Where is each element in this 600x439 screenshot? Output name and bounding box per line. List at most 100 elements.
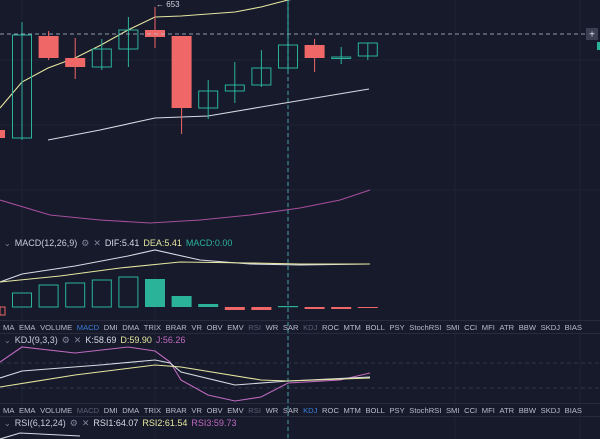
kdj-title: KDJ(9,3,3) [14,335,58,345]
candle-body [357,42,378,57]
tab-roc[interactable]: ROC [322,405,339,415]
tab-bbw[interactable]: BBW [518,405,537,415]
tab-stochrsi[interactable]: StochRSI [409,405,442,415]
tab-macd[interactable]: MACD [76,405,100,415]
kdj-d-line [0,364,371,388]
rsi-2: RSI2:61.54 [142,418,188,428]
tab-volume[interactable]: VOLUME [40,405,73,415]
tab-boll[interactable]: BOLL [365,405,385,415]
tab-roc[interactable]: ROC [322,322,339,332]
candle-body [12,34,32,139]
kdj-header: ⌄ KDJ(9,3,3) ⚙ ✕ K:58.69 D:59.90 J:56.26 [0,333,185,347]
macd-dea: DEA:5.41 [143,238,182,248]
close-icon[interactable]: ✕ [93,237,101,248]
tab-trix[interactable]: TRIX [143,405,162,415]
gear-icon[interactable]: ⚙ [69,417,78,428]
macd-dif-line [0,249,371,283]
tab-dma[interactable]: DMA [122,322,140,332]
macd-histogram-bar [171,296,192,307]
close-icon[interactable]: ✕ [81,417,90,428]
rsi-1: RSI1:64.07 [93,418,139,428]
tab-ema[interactable]: EMA [19,322,36,332]
tab-bias[interactable]: BIAS [564,405,582,415]
tab-brar[interactable]: BRAR [165,322,187,332]
tab-ma[interactable]: MA [3,405,15,415]
chevron-down-icon[interactable]: ⌄ [4,418,11,428]
tab-emv[interactable]: EMV [227,322,244,332]
tab-cci[interactable]: CCI [464,405,478,415]
price-tag [597,42,600,50]
tab-psy[interactable]: PSY [389,322,405,332]
tab-brar[interactable]: BRAR [165,405,187,415]
tab-obv[interactable]: OBV [206,322,223,332]
tab-dmi[interactable]: DMI [103,405,118,415]
plus-icon: + [589,30,595,41]
tab-skdj[interactable]: SKDJ [540,405,561,415]
candle-body [38,36,59,58]
macd-header: ⌄ MACD(12,26,9) ⚙ ✕ DIF:5.41 DEA:5.41 MA… [0,236,232,250]
tab-mfi[interactable]: MFI [481,322,495,332]
tab-skdj[interactable]: SKDJ [540,322,561,332]
indicator-tabs-1: MA EMA VOLUME MACD DMI DMA TRIX BRAR VR OBV EMV RSI… [0,320,600,334]
candle-body [118,29,139,50]
macd-histogram-bar [251,307,272,310]
indicator-tabs-2: MA EMA VOLUME MACD DMI DMA TRIX BRAR VR OBV EMV RSI… [0,403,600,417]
tab-smi[interactable]: SMI [445,405,460,415]
add-button [586,28,598,40]
tab-vr[interactable]: VR [191,322,202,332]
macd-histogram-bar [198,304,219,307]
tab-wr[interactable]: WR [265,322,279,332]
rsi-header: ⌄ RSI(6,12,24) ⚙ ✕ RSI1:64.07 RSI2:61.54… [0,416,236,430]
tab-ema[interactable]: EMA [19,405,36,415]
close-icon[interactable]: ✕ [73,334,82,345]
chevron-down-icon[interactable]: ⌄ [4,238,11,248]
tab-dma[interactable]: DMA [122,405,140,415]
macd-histogram-bar [278,306,298,308]
tab-trix[interactable]: TRIX [143,322,162,332]
tab-kdj[interactable]: KDJ [303,322,318,332]
tab-obv[interactable]: OBV [206,405,223,415]
tab-psy[interactable]: PSY [389,405,405,415]
tab-cci[interactable]: CCI [464,322,478,332]
tab-ma[interactable]: MA [3,322,15,332]
tab-bias[interactable]: BIAS [564,322,582,332]
tab-sar[interactable]: SAR [282,322,299,332]
macd-histogram-bar [304,307,325,309]
tab-rsi[interactable]: RSI [248,405,261,415]
candle-body [331,56,352,59]
tab-atr[interactable]: ATR [499,322,515,332]
tab-kdj[interactable]: KDJ [303,405,318,415]
tab-atr[interactable]: ATR [499,405,515,415]
chevron-down-icon[interactable]: ⌄ [4,335,11,345]
tab-volume[interactable]: VOLUME [40,322,73,332]
tab-stochrsi[interactable]: StochRSI [409,322,442,332]
macd-histogram-bar [91,279,112,308]
macd-histogram-bar [331,307,352,309]
kdj-j-line [0,346,371,402]
tab-bbw[interactable]: BBW [518,322,537,332]
candle-body [171,36,192,108]
candle-body [65,58,86,67]
candle-body [198,90,219,109]
tab-smi[interactable]: SMI [445,322,460,332]
tab-mtm[interactable]: MTM [343,405,361,415]
tab-boll[interactable]: BOLL [365,322,385,332]
kdj-k: K:58.69 [85,335,117,345]
tab-mfi[interactable]: MFI [481,405,495,415]
high-price-marker: ← 653 [156,0,180,9]
gear-icon[interactable]: ⚙ [61,334,70,345]
gear-icon[interactable]: ⚙ [81,237,90,248]
candle-body [91,48,112,68]
tab-mtm[interactable]: MTM [343,322,361,332]
indicator-line [0,189,371,224]
macd-histogram-bar [38,284,59,308]
tab-rsi[interactable]: RSI [248,322,261,332]
macd-histogram-bar [357,307,378,308]
tab-emv[interactable]: EMV [227,405,244,415]
tab-dmi[interactable]: DMI [103,322,118,332]
tab-macd[interactable]: MACD [76,322,100,332]
tab-wr[interactable]: WR [265,405,279,415]
tab-vr[interactable]: VR [191,405,202,415]
tab-sar[interactable]: SAR [282,405,299,415]
